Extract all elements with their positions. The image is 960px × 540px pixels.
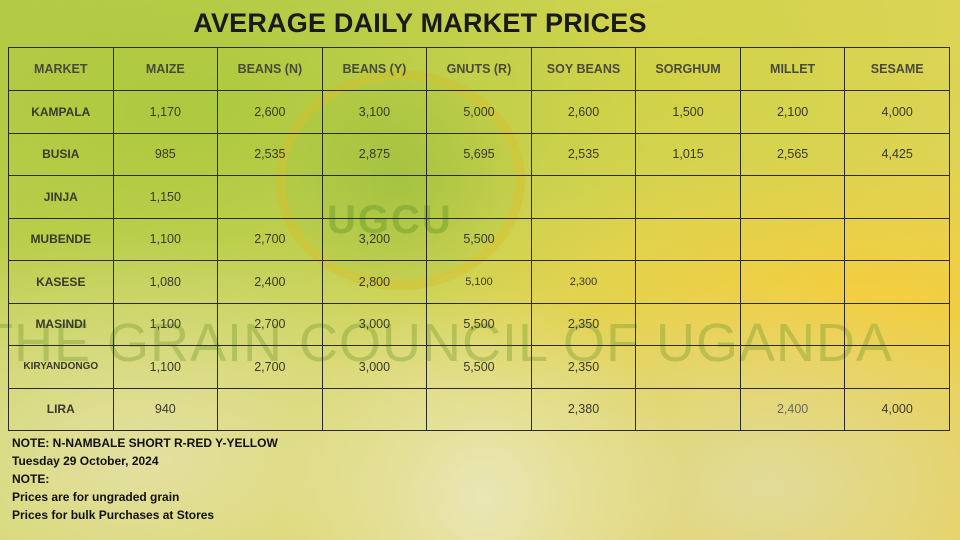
header-sesame: SESAME xyxy=(844,47,950,91)
market-name: JINJA xyxy=(8,175,114,219)
market-name: MASINDI xyxy=(8,302,114,346)
market-name: KASESE xyxy=(8,260,114,304)
page-title: AVERAGE DAILY MARKET PRICES xyxy=(193,8,647,38)
price-cell: 5,500 xyxy=(426,217,532,261)
price-cell: 2,800 xyxy=(321,260,428,304)
price-cell: 2,535 xyxy=(530,132,637,176)
price-cell: 1,080 xyxy=(112,260,219,304)
price-cell: 1,015 xyxy=(635,132,741,176)
table-header-row: MARKET MAIZE BEANS (N) BEANS (Y) GNUTS (… xyxy=(8,47,950,91)
price-cell: 2,350 xyxy=(530,345,637,389)
price-cell: 2,700 xyxy=(217,302,323,346)
price-cell xyxy=(739,302,846,346)
price-cell: 2,535 xyxy=(217,132,323,176)
price-cell xyxy=(217,387,323,431)
price-cell: 4,425 xyxy=(844,132,950,176)
notes-block: NOTE: N-NAMBALE SHORT R-RED Y-YELLOW Tue… xyxy=(12,434,278,524)
price-cell: 2,600 xyxy=(217,90,323,134)
price-cell: 2,300 xyxy=(530,260,637,304)
market-name: LIRA xyxy=(8,387,114,431)
price-cell: 2,700 xyxy=(217,345,323,389)
legend-note: NOTE: N-NAMBALE SHORT R-RED Y-YELLOW xyxy=(12,436,278,450)
price-cell: 5,000 xyxy=(426,90,532,134)
price-cell xyxy=(844,217,950,261)
price-cell: 3,100 xyxy=(321,90,428,134)
price-cell: 1,170 xyxy=(112,90,219,134)
table-row: LIRA 940 2,380 2,400 4,000 xyxy=(8,387,950,431)
price-table: MARKET MAIZE BEANS (N) BEANS (Y) GNUTS (… xyxy=(8,47,950,431)
header-market: MARKET xyxy=(8,47,114,91)
table-row: BUSIA 985 2,535 2,875 5,695 2,535 1,015 … xyxy=(8,132,950,176)
price-cell xyxy=(635,260,741,304)
price-cell: 5,500 xyxy=(426,345,532,389)
price-cell: 2,350 xyxy=(530,302,637,346)
price-cell xyxy=(739,175,846,219)
price-cell xyxy=(635,175,741,219)
price-cell: 1,150 xyxy=(112,175,219,219)
price-cell xyxy=(844,175,950,219)
table-row: MASINDI 1,100 2,700 3,000 5,500 2,350 xyxy=(8,302,950,346)
price-cell: 2,700 xyxy=(217,217,323,261)
table-row: KIRYANDONGO 1,100 2,700 3,000 5,500 2,35… xyxy=(8,345,950,389)
price-cell: 3,000 xyxy=(321,302,428,346)
table-row: KAMPALA 1,170 2,600 3,100 5,000 2,600 1,… xyxy=(8,90,950,134)
price-cell xyxy=(426,175,532,219)
table-row: JINJA 1,150 xyxy=(8,175,950,219)
price-cell: 3,200 xyxy=(321,217,428,261)
price-cell: 3,000 xyxy=(321,345,428,389)
price-cell xyxy=(844,302,950,346)
price-cell: 1,100 xyxy=(112,217,219,261)
price-cell xyxy=(530,217,637,261)
price-cell xyxy=(321,387,428,431)
price-cell xyxy=(844,345,950,389)
price-cell xyxy=(739,260,846,304)
price-cell: 4,000 xyxy=(844,90,950,134)
price-cell xyxy=(739,217,846,261)
price-cell: 1,500 xyxy=(635,90,741,134)
price-cell xyxy=(844,260,950,304)
header-beans-y: BEANS (Y) xyxy=(321,47,428,91)
header-millet: MILLET xyxy=(739,47,846,91)
header-soy-beans: SOY BEANS xyxy=(530,47,637,91)
price-cell xyxy=(530,175,637,219)
table-row: MUBENDE 1,100 2,700 3,200 5,500 xyxy=(8,217,950,261)
table-row: KASESE 1,080 2,400 2,800 5,100 2,300 xyxy=(8,260,950,304)
price-cell: 940 xyxy=(112,387,219,431)
market-name: KAMPALA xyxy=(8,90,114,134)
price-cell xyxy=(426,387,532,431)
price-cell: 1,100 xyxy=(112,345,219,389)
price-cell: 2,600 xyxy=(530,90,637,134)
price-cell xyxy=(739,345,846,389)
price-cell xyxy=(635,345,741,389)
price-cell: 2,380 xyxy=(530,387,637,431)
price-cell xyxy=(635,302,741,346)
price-cell: 985 xyxy=(112,132,219,176)
market-name: BUSIA xyxy=(8,132,114,176)
price-cell: 1,100 xyxy=(112,302,219,346)
price-cell xyxy=(635,387,741,431)
header-beans-n: BEANS (N) xyxy=(217,47,323,91)
note-ungraded: Prices are for ungraded grain xyxy=(12,490,180,504)
price-cell: 5,500 xyxy=(426,302,532,346)
price-cell: 2,875 xyxy=(321,132,428,176)
price-cell xyxy=(635,217,741,261)
header-maize: MAIZE xyxy=(112,47,219,91)
note-bulk: Prices for bulk Purchases at Stores xyxy=(12,508,215,522)
price-cell: 2,400 xyxy=(217,260,323,304)
market-name: KIRYANDONGO xyxy=(8,345,114,389)
header-gnuts-r: GNUTS (R) xyxy=(426,47,532,91)
header-sorghum: SORGHUM xyxy=(635,47,741,91)
price-cell: 2,400 xyxy=(739,387,846,431)
note-heading: NOTE: xyxy=(12,472,50,486)
price-cell: 2,565 xyxy=(739,132,846,176)
price-cell: 4,000 xyxy=(844,387,950,431)
price-cell: 5,695 xyxy=(426,132,532,176)
date-text: Tuesday 29 October, 2024 xyxy=(12,454,159,468)
price-cell xyxy=(321,175,428,219)
market-name: MUBENDE xyxy=(8,217,114,261)
price-cell xyxy=(217,175,323,219)
price-cell: 5,100 xyxy=(426,260,532,304)
price-cell: 2,100 xyxy=(739,90,846,134)
